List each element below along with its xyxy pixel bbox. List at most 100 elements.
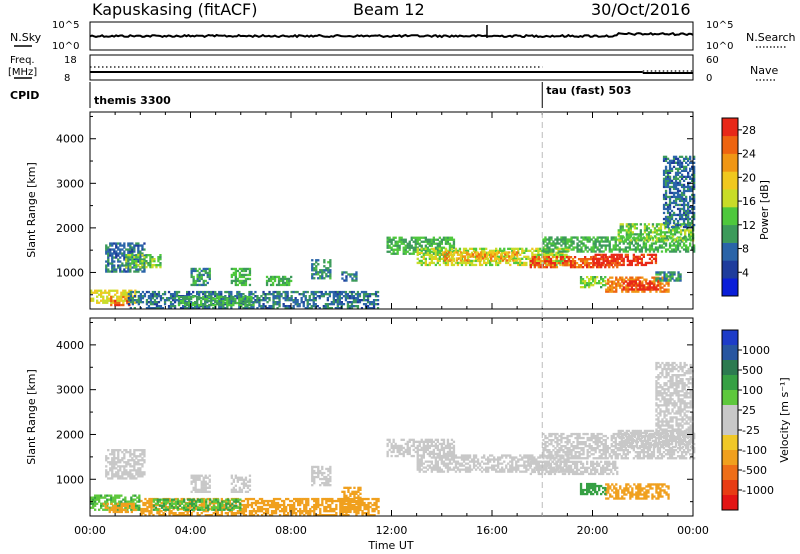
data-cell [105, 244, 108, 247]
data-cell [293, 510, 296, 513]
data-cell [173, 305, 177, 308]
data-cell [277, 281, 281, 285]
data-cell [313, 505, 316, 509]
data-cell [320, 290, 323, 294]
data-cell [354, 305, 358, 308]
data-cell [278, 510, 282, 513]
data-cell [132, 502, 135, 506]
data-cell [218, 514, 221, 517]
data-cell [115, 250, 118, 253]
data-cell [125, 256, 128, 259]
data-cell [668, 163, 672, 166]
data-cell [680, 163, 684, 166]
data-cell [137, 252, 140, 255]
data-cell [619, 227, 622, 230]
data-cell [141, 301, 145, 304]
data-cell [156, 503, 159, 507]
data-cell [588, 248, 591, 251]
nave-right-tick-bottom: 0 [706, 73, 712, 84]
data-cell [285, 507, 288, 511]
data-cell [230, 273, 233, 277]
data-cell [184, 297, 187, 301]
data-cell [685, 161, 688, 164]
data-cell [240, 295, 243, 298]
data-cell [129, 455, 132, 458]
data-cell [548, 248, 551, 251]
data-cell [668, 169, 672, 172]
data-cell [678, 209, 682, 213]
data-cell [145, 254, 148, 257]
data-cell [155, 307, 159, 310]
data-cell [226, 290, 229, 294]
data-cell [162, 500, 166, 503]
data-cell [365, 505, 368, 509]
data-cell [196, 277, 199, 281]
data-cell [234, 269, 237, 273]
data-cell [149, 254, 152, 257]
data-cell [559, 261, 562, 265]
data-cell [111, 451, 114, 454]
data-cell [148, 497, 151, 501]
data-cell [671, 273, 674, 276]
data-cell [345, 271, 348, 274]
data-cell [571, 260, 575, 263]
data-cell [104, 299, 107, 302]
data-cell [153, 290, 157, 294]
data-cell [250, 501, 254, 505]
data-cell [386, 244, 389, 247]
data-cell [157, 293, 161, 296]
data-cell [638, 257, 641, 260]
data-cell [284, 281, 287, 285]
data-cell [621, 288, 624, 291]
data-cell [678, 244, 682, 247]
data-cell [305, 512, 308, 515]
data-cell [114, 510, 117, 514]
data-cell [685, 225, 688, 229]
data-cell [115, 268, 118, 271]
data-cell [668, 199, 672, 203]
data-cell [666, 177, 670, 180]
data-cell [662, 211, 666, 215]
data-cell [367, 514, 370, 517]
data-cell [232, 507, 235, 511]
data-cell [461, 255, 465, 258]
data-cell [282, 279, 285, 283]
data-cell [611, 288, 614, 291]
data-cell [266, 510, 270, 513]
data-cell [666, 175, 670, 178]
data-cell [178, 501, 181, 505]
data-cell [467, 259, 471, 262]
data-cell [682, 242, 686, 245]
data-cell [143, 455, 146, 458]
data-cell [319, 269, 322, 272]
data-cell [640, 263, 643, 267]
data-cell [685, 165, 688, 168]
data-cell [194, 269, 197, 273]
data-cell [142, 507, 145, 511]
data-cell [445, 257, 449, 260]
data-cell [494, 257, 497, 260]
data-cell [424, 238, 427, 241]
data-cell [266, 512, 270, 515]
data-cell [220, 510, 223, 513]
data-cell [596, 248, 599, 251]
data-cell [472, 263, 476, 267]
data-cell [148, 499, 151, 503]
data-cell [273, 279, 277, 283]
data-cell [629, 276, 632, 279]
data-cell [108, 498, 111, 501]
data-cell [336, 297, 339, 300]
data-cell [346, 293, 350, 296]
data-cell [242, 307, 245, 310]
data-cell [666, 183, 670, 187]
data-cell [676, 240, 680, 243]
data-cell [182, 295, 185, 299]
data-cell [644, 280, 648, 283]
data-cell [111, 465, 114, 468]
data-cell [194, 303, 197, 307]
data-cell [110, 494, 113, 497]
data-cell [154, 502, 158, 505]
data-cell [368, 301, 372, 304]
data-cell [625, 231, 628, 234]
data-cell [132, 295, 135, 298]
